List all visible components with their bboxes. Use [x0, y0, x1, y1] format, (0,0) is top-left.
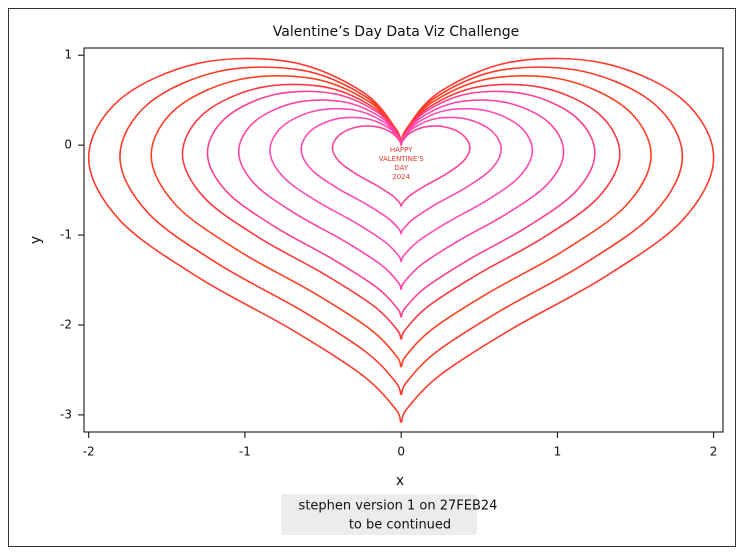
y-tick-label: 1: [64, 48, 72, 62]
x-tick-label: 1: [554, 445, 562, 459]
footnote-box: [281, 494, 477, 535]
heart-annotation: DAY: [394, 164, 409, 172]
heart-curve: [119, 66, 684, 396]
chart-border: [8, 8, 736, 547]
x-tick-label: 0: [397, 445, 405, 459]
footnote: to be continued: [349, 518, 451, 533]
heart-annotation: 2024: [392, 173, 410, 181]
y-tick-label: -2: [60, 317, 72, 331]
y-tick-label: 0: [64, 138, 72, 152]
heart-curve: [331, 125, 471, 207]
y-tick-label: -1: [60, 228, 72, 242]
heart-curve: [237, 99, 565, 290]
heart-annotation: VALENTINE'S: [379, 155, 425, 163]
heart-annotation: HAPPY: [390, 146, 413, 154]
heart-curve: [87, 57, 715, 423]
chart-title: Valentine’s Day Data Viz Challenge: [273, 24, 519, 40]
plot-frame: [83, 47, 724, 433]
y-tick-label: -3: [60, 407, 72, 421]
x-tick-label: -2: [83, 445, 95, 459]
heart-curve: [150, 75, 652, 368]
x-axis-label: x: [396, 473, 404, 489]
footnote: stephen version 1 on 27FEB24: [299, 499, 498, 514]
heart-curve: [206, 90, 596, 318]
heart-curve: [300, 116, 502, 235]
x-tick-label: 2: [710, 445, 718, 459]
heart-curve: [269, 107, 534, 263]
plot-area: [87, 57, 715, 423]
x-tick-label: -1: [239, 445, 251, 459]
y-axis-label: y: [28, 236, 44, 244]
heart-curve: [181, 83, 621, 340]
